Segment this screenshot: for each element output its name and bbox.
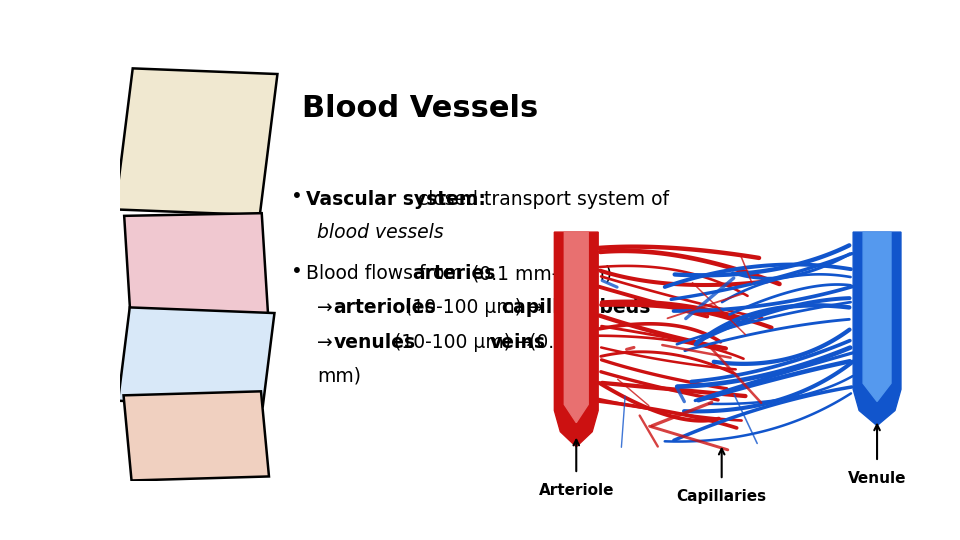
Text: Venule: Venule: [848, 471, 906, 486]
Text: Capillaries: Capillaries: [677, 489, 767, 504]
Text: •: •: [291, 187, 303, 206]
Text: (10-100 μm) →: (10-100 μm) →: [388, 333, 539, 352]
Text: blood vessels: blood vessels: [317, 223, 444, 242]
FancyBboxPatch shape: [118, 307, 275, 407]
Text: closed transport system of: closed transport system of: [413, 190, 669, 208]
Text: mm): mm): [317, 367, 361, 386]
FancyBboxPatch shape: [124, 213, 269, 322]
Text: Vascular system:: Vascular system:: [306, 190, 486, 208]
Text: Blood Vessels: Blood Vessels: [302, 94, 539, 123]
Text: →: →: [317, 333, 339, 352]
Text: (10-100 μm) →: (10-100 μm) →: [399, 299, 550, 318]
Text: (0.1-1: (0.1-1: [523, 333, 585, 352]
Polygon shape: [853, 232, 900, 426]
FancyBboxPatch shape: [115, 69, 277, 215]
Text: venules: venules: [333, 333, 416, 352]
Text: Arteriole: Arteriole: [539, 483, 614, 498]
Text: (0.1 mm-1 cm): (0.1 mm-1 cm): [466, 265, 612, 284]
Polygon shape: [863, 232, 891, 401]
Text: veins: veins: [490, 333, 546, 352]
Text: arterioles: arterioles: [333, 299, 436, 318]
Text: arteries: arteries: [413, 265, 495, 284]
FancyBboxPatch shape: [124, 392, 269, 481]
Text: capillary beds: capillary beds: [502, 299, 650, 318]
Text: •: •: [291, 262, 303, 281]
Polygon shape: [554, 232, 598, 447]
Text: →: →: [317, 299, 339, 318]
Polygon shape: [564, 232, 588, 423]
Text: Blood flows from: Blood flows from: [306, 265, 468, 284]
